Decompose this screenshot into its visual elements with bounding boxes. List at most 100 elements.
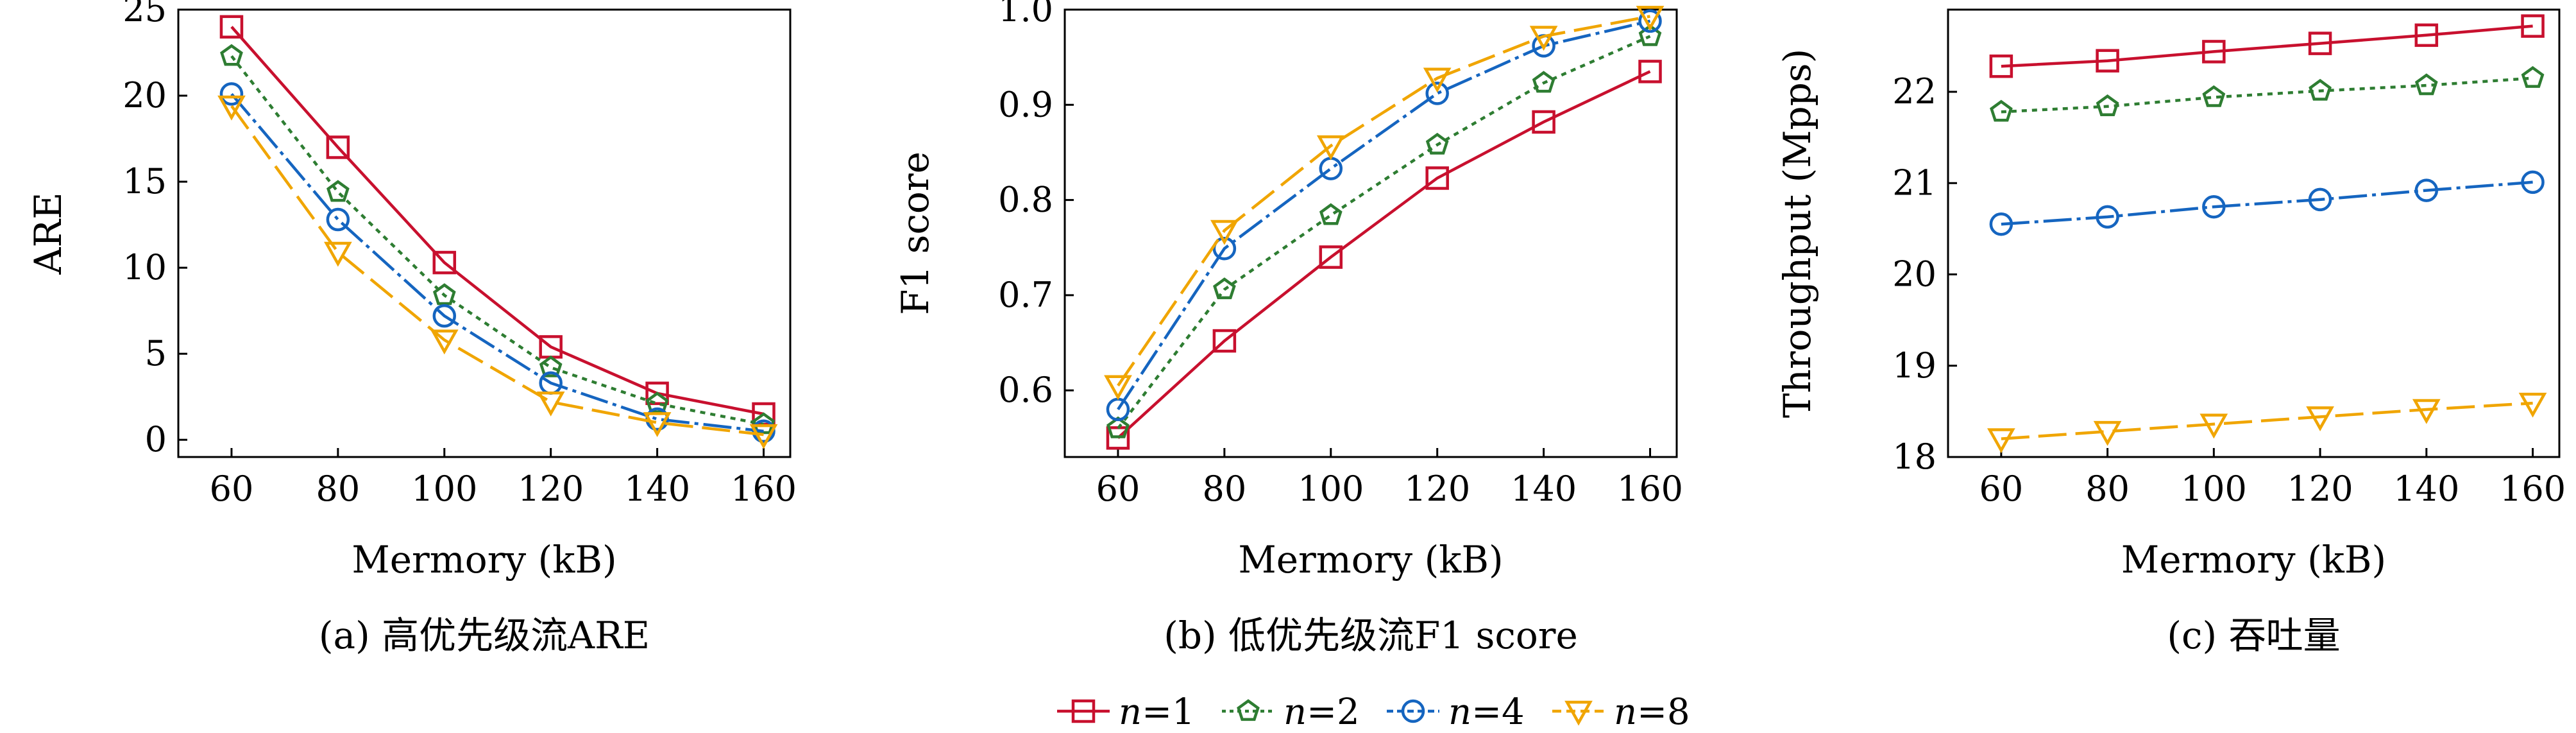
panel-caption: (c) 吞吐量	[2167, 614, 2340, 657]
legend-item-1: n=1	[1057, 691, 1195, 733]
legend-marker	[1071, 699, 1096, 723]
y-tick-label: 10	[123, 247, 167, 288]
x-tick-label: 120	[1404, 469, 1470, 509]
data-point	[1989, 212, 2013, 236]
data-point	[2306, 406, 2334, 432]
legend-var: n	[1119, 691, 1142, 733]
x-tick-label: 80	[2085, 469, 2130, 509]
data-point	[1210, 220, 1239, 245]
data-point	[2521, 170, 2545, 194]
data-point	[1638, 9, 1662, 33]
data-point	[645, 392, 669, 414]
y-tick-label: 22	[1892, 71, 1936, 112]
chart-panels: 60 80 100 120 140 160 0 5 10 15 20 25 Mermory (kB) AR…	[26, 0, 2566, 657]
panel-caption: (a) 高优先级流ARE	[319, 614, 650, 657]
series-line	[230, 26, 764, 416]
data-point	[219, 15, 244, 39]
x-tick-label: 100	[2181, 469, 2247, 509]
y-tick-label: 25	[123, 0, 167, 30]
data-point	[752, 412, 775, 435]
data-point	[1425, 166, 1449, 190]
data-point	[2414, 23, 2439, 47]
data-point	[2199, 413, 2228, 439]
data-point	[1990, 99, 2013, 122]
data-point	[1316, 135, 1345, 160]
legend-var: n	[1614, 691, 1637, 733]
data-point	[1532, 110, 1555, 134]
y-tick-label: 20	[123, 75, 167, 116]
data-point	[219, 82, 244, 106]
data-point	[1212, 236, 1237, 261]
data-point	[2309, 78, 2332, 101]
legend-label: n=1	[1119, 691, 1195, 733]
y-tick-label: 0.6	[998, 370, 1053, 410]
plot-frame	[1063, 8, 1678, 458]
legend-item-3: n=4	[1387, 691, 1525, 733]
series-n=2	[1106, 24, 1662, 438]
series-line	[1117, 15, 1650, 387]
series-n=8	[1987, 392, 2547, 454]
data-point	[2518, 392, 2547, 418]
data-point	[326, 207, 350, 232]
legend-marker	[1401, 699, 1425, 723]
legend-label: n=4	[1448, 691, 1525, 733]
data-point	[432, 304, 457, 328]
data-point	[2202, 40, 2226, 64]
series-n=2	[220, 44, 775, 435]
data-point	[2096, 94, 2119, 116]
series-line	[230, 105, 764, 436]
data-point	[1425, 132, 1449, 155]
y-tick-label: 18	[1892, 436, 1936, 477]
series-n=4	[1989, 170, 2545, 236]
data-point	[1638, 60, 1662, 83]
series-n=4	[219, 82, 775, 444]
data-point	[1319, 245, 1343, 269]
x-tick-label: 100	[1298, 469, 1364, 509]
legend-value: =2	[1307, 691, 1360, 733]
data-point	[2202, 194, 2226, 219]
data-point	[324, 241, 352, 267]
data-point	[1213, 277, 1236, 300]
data-point	[1319, 157, 1343, 180]
y-tick-label: 0.9	[998, 84, 1053, 125]
data-point	[326, 180, 350, 202]
data-point	[1638, 24, 1662, 46]
x-tick-label: 160	[2500, 469, 2566, 509]
data-point	[1212, 329, 1237, 353]
data-point	[2308, 187, 2332, 212]
data-point	[2202, 85, 2226, 107]
y-axis-label: F1 score	[894, 151, 937, 315]
series-line	[1117, 35, 1651, 429]
series-line	[2001, 180, 2533, 226]
legend-value: =4	[1471, 691, 1525, 733]
series-n=4	[1106, 9, 1662, 422]
data-point	[1319, 203, 1343, 225]
chart-panel-1: 60 80 100 120 140 160 0 5 10 15 20 25 Mermory (kB) AR…	[26, 0, 797, 657]
data-point	[1106, 416, 1130, 438]
x-tick-label: 160	[731, 469, 797, 509]
data-point	[2096, 205, 2119, 229]
x-tick-label: 140	[624, 469, 690, 509]
legend-var: n	[1448, 691, 1471, 733]
series-n=1	[219, 15, 775, 426]
y-tick-label: 20	[1892, 254, 1936, 295]
x-tick-label: 160	[1617, 469, 1683, 509]
data-point	[430, 329, 459, 355]
legend-label: n=2	[1284, 691, 1360, 733]
series-line	[230, 92, 764, 433]
y-tick-label: 1.0	[998, 0, 1053, 30]
y-axis-label: ARE	[26, 193, 70, 275]
data-point	[1636, 6, 1665, 31]
data-point	[536, 391, 565, 417]
chart-panel-2: 60 80 100 120 140 160 0.6 0.7 0.8 0.9 1.0 Mermory (…	[894, 0, 1683, 657]
y-tick-label: 19	[1892, 345, 1936, 386]
legend-item-4: n=8	[1552, 691, 1690, 733]
chart-panel-3: 60 80 100 120 140 160 18 19 20 21 22 Mermory (kB) Th…	[1775, 8, 2566, 657]
panel-caption: (b) 低优先级流F1 score	[1164, 614, 1578, 657]
legend-item-2: n=2	[1222, 691, 1360, 733]
plot-frame	[177, 8, 792, 458]
y-tick-label: 5	[145, 333, 167, 374]
series-n=8	[1104, 6, 1665, 401]
data-point	[1423, 67, 1452, 93]
